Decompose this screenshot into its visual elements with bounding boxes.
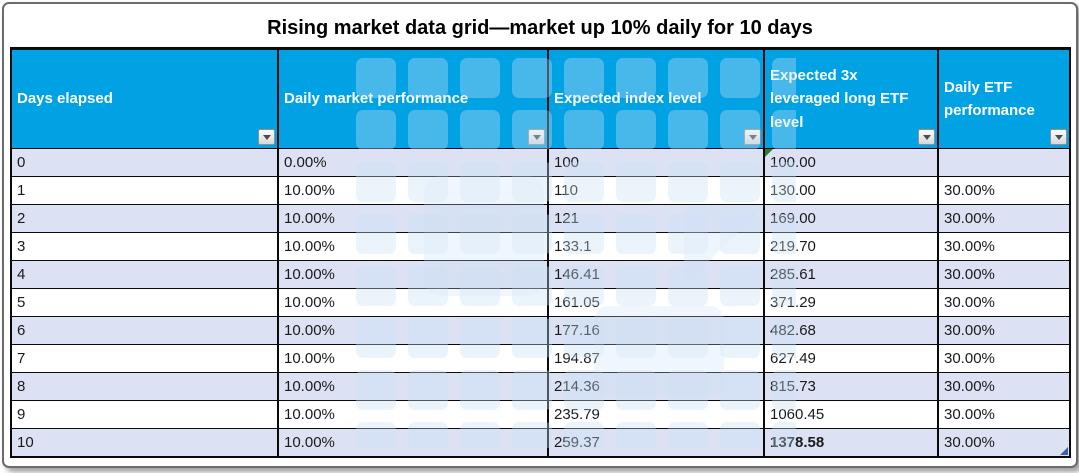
cell-r5-c1[interactable]: 10.00% xyxy=(277,288,549,317)
cell-r0-c0[interactable]: 0 xyxy=(10,148,279,177)
cell-r7-c3[interactable]: 627.49 xyxy=(763,344,939,373)
table-row: 2 10.00% 121 169.00 30.00% xyxy=(10,204,1071,233)
chevron-down-icon xyxy=(1054,134,1063,140)
cell-r4-c2[interactable]: 146.41 xyxy=(547,260,765,289)
filter-dropdown-button[interactable] xyxy=(528,129,545,145)
cell-r6-c3[interactable]: 482.68 xyxy=(763,316,939,345)
column-header-0[interactable]: Days elapsed xyxy=(10,48,279,149)
cell-r5-c0[interactable]: 5 xyxy=(10,288,279,317)
cell-r6-c0[interactable]: 6 xyxy=(10,316,279,345)
cell-r9-c4[interactable]: 30.00% xyxy=(937,400,1071,429)
filter-dropdown-button[interactable] xyxy=(1050,129,1067,145)
column-header-label: Daily market performance xyxy=(284,90,469,108)
cell-r5-c4[interactable]: 30.00% xyxy=(937,288,1071,317)
cell-r7-c1[interactable]: 10.00% xyxy=(277,344,549,373)
cell-r1-c1[interactable]: 10.00% xyxy=(277,176,549,205)
cell-r2-c0[interactable]: 2 xyxy=(10,204,279,233)
cell-r4-c1[interactable]: 10.00% xyxy=(277,260,549,289)
table-row: 8 10.00% 214.36 815.73 30.00% xyxy=(10,372,1071,401)
cell-r2-c3[interactable]: 169.00 xyxy=(763,204,939,233)
cell-r9-c2[interactable]: 235.79 xyxy=(547,400,765,429)
column-header-label: Days elapsed xyxy=(17,90,113,108)
cell-r3-c2[interactable]: 133.1 xyxy=(547,232,765,261)
table-row: 0 0.00% 100 100.00 xyxy=(10,148,1071,177)
cell-r1-c4[interactable]: 30.00% xyxy=(937,176,1071,205)
cell-r10-c1[interactable]: 10.00% xyxy=(277,428,549,458)
table-row: 10 10.00% 259.37 1378.58 30.00% xyxy=(10,428,1071,458)
table-row: 9 10.00% 235.79 1060.45 30.00% xyxy=(10,400,1071,429)
cell-r1-c2[interactable]: 110 xyxy=(547,176,765,205)
table-row: 7 10.00% 194.87 627.49 30.00% xyxy=(10,344,1071,373)
column-header-label: Expected 3x leveraged long ETF level xyxy=(770,67,909,131)
cell-r9-c3[interactable]: 1060.45 xyxy=(763,400,939,429)
cell-r0-c3[interactable]: 100.00 xyxy=(763,148,939,177)
cell-r10-c0[interactable]: 10 xyxy=(10,428,279,458)
column-header-label: Daily ETF performance xyxy=(944,78,1035,119)
chevron-down-icon xyxy=(262,134,271,140)
cell-r3-c3[interactable]: 219.70 xyxy=(763,232,939,261)
cell-r7-c4[interactable]: 30.00% xyxy=(937,344,1071,373)
cell-r6-c4[interactable]: 30.00% xyxy=(937,316,1071,345)
data-grid-table: Days elapsed Daily market performance Expe… xyxy=(10,47,1071,458)
filter-dropdown-button[interactable] xyxy=(744,129,761,145)
cell-r5-c2[interactable]: 161.05 xyxy=(547,288,765,317)
cell-r0-c4[interactable] xyxy=(937,148,1071,177)
page-title: Rising market data grid—market up 10% da… xyxy=(267,17,813,39)
column-header-label: Expected index level xyxy=(554,90,702,108)
cell-r10-c3[interactable]: 1378.58 xyxy=(763,428,939,458)
cell-r8-c1[interactable]: 10.00% xyxy=(277,372,549,401)
chevron-down-icon xyxy=(532,134,541,140)
filter-dropdown-button[interactable] xyxy=(918,129,935,145)
cell-r7-c2[interactable]: 194.87 xyxy=(547,344,765,373)
cell-r4-c3[interactable]: 285.61 xyxy=(763,260,939,289)
header-row: Days elapsed Daily market performance Expe… xyxy=(10,48,1071,149)
table-row: 5 10.00% 161.05 371.29 30.00% xyxy=(10,288,1071,317)
column-header-4[interactable]: Daily ETF performance xyxy=(937,48,1071,149)
table-row: 3 10.00% 133.1 219.70 30.00% xyxy=(10,232,1071,261)
cell-r10-c4[interactable]: 30.00% xyxy=(937,428,1071,458)
cell-r8-c2[interactable]: 214.36 xyxy=(547,372,765,401)
chevron-down-icon xyxy=(748,134,757,140)
cell-r4-c0[interactable]: 4 xyxy=(10,260,279,289)
filter-dropdown-button[interactable] xyxy=(258,129,275,145)
column-header-3[interactable]: Expected 3x leveraged long ETF level xyxy=(763,48,939,149)
cell-r7-c0[interactable]: 7 xyxy=(10,344,279,373)
cell-r1-c0[interactable]: 1 xyxy=(10,176,279,205)
cell-r10-c2[interactable]: 259.37 xyxy=(547,428,765,458)
cell-r1-c3[interactable]: 130.00 xyxy=(763,176,939,205)
cell-r8-c3[interactable]: 815.73 xyxy=(763,372,939,401)
cell-r2-c1[interactable]: 10.00% xyxy=(277,204,549,233)
cell-r8-c0[interactable]: 8 xyxy=(10,372,279,401)
cell-r9-c0[interactable]: 9 xyxy=(10,400,279,429)
table-row: 6 10.00% 177.16 482.68 30.00% xyxy=(10,316,1071,345)
cell-r4-c4[interactable]: 30.00% xyxy=(937,260,1071,289)
cell-r6-c1[interactable]: 10.00% xyxy=(277,316,549,345)
cell-r2-c2[interactable]: 121 xyxy=(547,204,765,233)
table-resize-handle-icon[interactable] xyxy=(1060,447,1068,455)
cell-r6-c2[interactable]: 177.16 xyxy=(547,316,765,345)
cell-r3-c0[interactable]: 3 xyxy=(10,232,279,261)
error-indicator-icon xyxy=(766,149,773,157)
table-row: 4 10.00% 146.41 285.61 30.00% xyxy=(10,260,1071,289)
chevron-down-icon xyxy=(922,134,931,140)
cell-r5-c3[interactable]: 371.29 xyxy=(763,288,939,317)
table-row: 1 10.00% 110 130.00 30.00% xyxy=(10,176,1071,205)
cell-r3-c1[interactable]: 10.00% xyxy=(277,232,549,261)
cell-r0-c2[interactable]: 100 xyxy=(547,148,765,177)
cell-r0-c1[interactable]: 0.00% xyxy=(277,148,549,177)
cell-r2-c4[interactable]: 30.00% xyxy=(937,204,1071,233)
column-header-1[interactable]: Daily market performance xyxy=(277,48,549,149)
cell-r8-c4[interactable]: 30.00% xyxy=(937,372,1071,401)
cell-r9-c1[interactable]: 10.00% xyxy=(277,400,549,429)
cell-r3-c4[interactable]: 30.00% xyxy=(937,232,1071,261)
column-header-2[interactable]: Expected index level xyxy=(547,48,765,149)
